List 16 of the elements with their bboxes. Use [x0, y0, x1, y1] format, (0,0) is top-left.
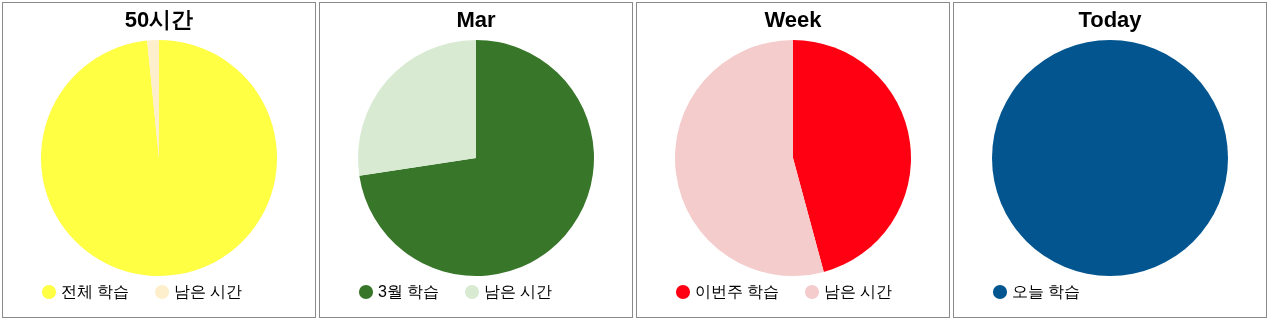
legend-label: 남은 시간 — [824, 283, 893, 300]
pie-slice — [358, 40, 476, 176]
chart-title: Today — [1078, 7, 1143, 32]
legend-label: 3월 학습 — [378, 283, 440, 300]
legend-label: 남은 시간 — [174, 283, 243, 300]
pie-slice — [41, 40, 277, 276]
pie-slice — [675, 40, 824, 276]
chart-title: Week — [764, 7, 823, 32]
legend-label: 전체 학습 — [61, 283, 130, 300]
chart-title: Mar — [456, 7, 496, 32]
legend-label: 남은 시간 — [484, 283, 553, 300]
pie-slice — [359, 40, 594, 276]
pie-slice — [793, 40, 911, 272]
chart-title: 50시간 — [124, 7, 194, 32]
legend-label: 오늘 학습 — [1012, 283, 1081, 300]
legend-label: 이번주 학습 — [695, 283, 780, 300]
